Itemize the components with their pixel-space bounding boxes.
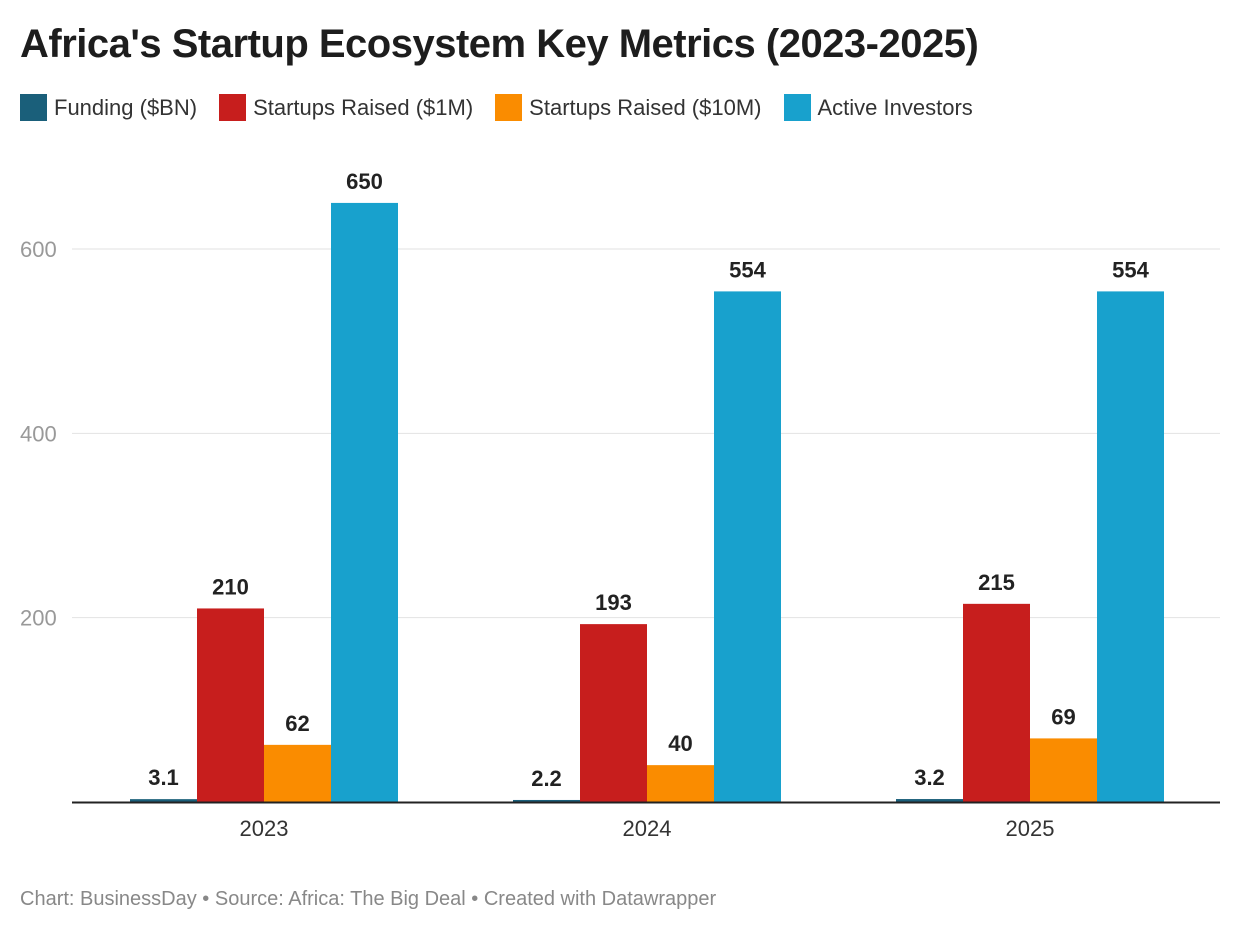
legend-swatch — [219, 94, 247, 121]
footer-credits: Chart: BusinessDay • Source: Africa: The… — [20, 888, 717, 910]
legend-label: Funding ($BN) — [54, 94, 198, 120]
legend-swatch — [20, 94, 47, 121]
bar — [647, 765, 714, 802]
chart-title: Africa's Startup Ecosystem Key Metrics (… — [20, 22, 979, 66]
legend-swatch — [783, 94, 811, 121]
data-label: 554 — [1112, 257, 1149, 282]
legend-item-startups-1m: Startups Raised ($1M) — [219, 94, 473, 121]
data-label: 62 — [285, 711, 309, 736]
legend-label: Startups Raised ($10M) — [529, 94, 762, 120]
x-tick-label: 2024 — [623, 816, 672, 841]
bar — [130, 799, 197, 802]
bar — [580, 624, 647, 802]
bar — [896, 799, 963, 802]
legend-swatch — [495, 94, 523, 121]
x-tick-label: 2025 — [1006, 816, 1055, 841]
bar — [1097, 291, 1164, 802]
legend-item-funding: Funding ($BN) — [20, 94, 197, 121]
data-label: 554 — [729, 257, 766, 282]
data-label: 215 — [978, 570, 1015, 595]
y-tick-label: 400 — [20, 421, 57, 446]
x-tick-label: 2023 — [240, 816, 289, 841]
data-label: 650 — [346, 169, 383, 194]
y-tick-label: 200 — [20, 606, 57, 631]
bar — [331, 202, 398, 802]
bar — [963, 603, 1030, 802]
data-label: 193 — [595, 590, 632, 615]
legend-item-active-investors: Active Investors — [783, 94, 973, 121]
y-tick-label: 600 — [20, 237, 57, 262]
bar — [264, 744, 331, 802]
bar — [714, 291, 781, 802]
legend-label: Active Investors — [817, 94, 973, 120]
data-label: 69 — [1051, 704, 1075, 729]
legend-label: Startups Raised ($1M) — [253, 94, 474, 120]
data-label: 3.2 — [914, 765, 945, 790]
data-label: 2.2 — [531, 766, 562, 791]
bar — [197, 608, 264, 802]
data-label: 210 — [212, 574, 249, 599]
data-label: 40 — [668, 731, 692, 756]
legend-item-startups-10m: Startups Raised ($10M) — [495, 94, 762, 121]
data-label: 3.1 — [148, 765, 179, 790]
legend: Funding ($BN) Startups Raised ($1M) Star… — [20, 94, 973, 121]
bar — [1030, 738, 1097, 802]
bar — [513, 799, 580, 802]
